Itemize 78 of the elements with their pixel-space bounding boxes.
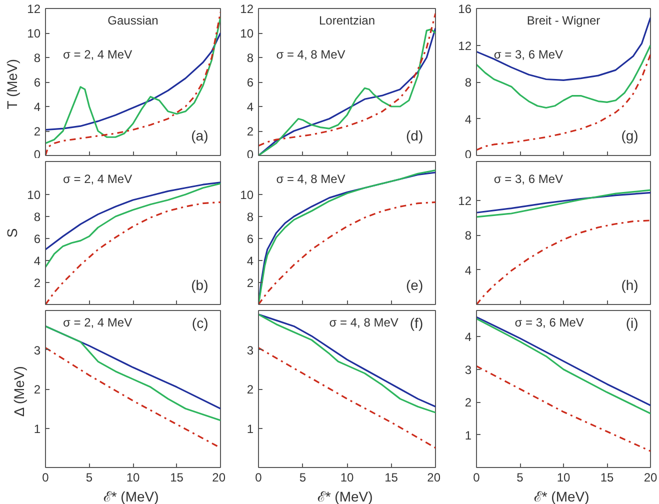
annotation: (g): [621, 128, 638, 144]
y-axis-title: Δ (MeV): [10, 366, 27, 417]
y-tick-label: 1: [246, 422, 254, 436]
chart-title: Gaussian: [108, 14, 158, 28]
y-tick-label: 4: [34, 100, 41, 114]
annotation: σ = 2, 4 MeV: [63, 315, 132, 330]
annotation: (d): [406, 128, 424, 144]
annotation: (e): [406, 277, 424, 294]
y-tick-label: 2: [34, 124, 41, 138]
y-tick-label: 12: [458, 194, 472, 208]
x-tick-label: 20: [644, 470, 658, 484]
y-tick-label: 3: [34, 343, 41, 358]
x-tick-label: 15: [600, 470, 614, 484]
annotation: (b): [191, 277, 208, 294]
y-tick-label: 6: [34, 76, 41, 90]
x-tick-label: 15: [384, 470, 398, 484]
y-tick-label: 10: [240, 188, 254, 202]
y-tick-label: 10: [240, 26, 254, 40]
annotation: (h): [621, 277, 638, 294]
y-axis-title: T (MeV): [4, 58, 20, 110]
annotation: σ = 2, 4 MeV: [63, 172, 132, 186]
y-tick-label: 2: [246, 276, 254, 290]
annotation: (i): [626, 314, 638, 331]
y-tick-label: 4: [464, 263, 472, 278]
y-tick-label: 8: [246, 51, 254, 65]
y-tick-label: 6: [34, 232, 41, 246]
annotation: σ = 3, 6 MeV: [514, 315, 584, 330]
y-tick-label: 12: [458, 38, 472, 53]
y-tick-label: 1: [34, 422, 41, 436]
y-tick-label: 2: [246, 124, 254, 138]
y-tick-label: 3: [464, 362, 472, 377]
y-tick-label: 6: [246, 232, 254, 246]
y-tick-label: 4: [246, 254, 254, 268]
y-tick-label: 2: [246, 382, 254, 396]
annotation: σ = 3, 6 MeV: [494, 172, 564, 186]
y-tick-label: 4: [34, 254, 41, 268]
chart-title: Lorentzian: [318, 14, 376, 28]
x-tick-label: 20: [427, 470, 441, 484]
y-tick-label: 12: [240, 2, 254, 16]
annotation: (f): [410, 314, 424, 331]
annotation: σ = 4, 8 MeV: [276, 47, 346, 62]
y-tick-label: 3: [246, 343, 254, 358]
y-axis-title: S: [4, 228, 20, 238]
x-tick-label: 0: [42, 470, 50, 484]
chart-title: Breit - Wigner: [526, 14, 600, 28]
annotation: σ = 2, 4 MeV: [63, 47, 132, 62]
y-tick-label: 4: [464, 112, 472, 126]
y-tick-label: 8: [34, 210, 41, 224]
x-tick-label: 0: [473, 470, 480, 484]
y-tick-label: 8: [464, 76, 472, 90]
x-tick-label: 5: [516, 470, 524, 484]
x-tick-label: 15: [170, 470, 184, 484]
y-tick-label: 8: [464, 228, 472, 243]
y-tick-label: 10: [27, 188, 41, 202]
annotation: (c): [192, 314, 208, 331]
x-tick-label: 10: [340, 470, 354, 484]
annotation: (a): [191, 128, 208, 144]
y-tick-label: 2: [34, 276, 41, 290]
y-tick-label: 2: [34, 382, 41, 396]
x-tick-label: 5: [299, 470, 306, 484]
x-tick-label: 20: [212, 470, 226, 484]
y-tick-label: 16: [458, 2, 472, 16]
y-tick-label: 4: [464, 330, 472, 344]
x-tick-label: 5: [86, 470, 93, 484]
annotation: σ = 4, 8 MeV: [276, 172, 346, 186]
x-tick-label: 10: [556, 470, 570, 484]
y-tick-label: 10: [27, 26, 41, 40]
y-tick-label: 2: [464, 396, 472, 410]
annotation: σ = 4, 8 MeV: [329, 315, 398, 330]
y-tick-label: 8: [34, 51, 41, 65]
y-tick-label: 6: [246, 76, 254, 90]
x-tick-label: 0: [255, 470, 262, 484]
y-tick-label: 4: [246, 100, 254, 114]
x-tick-label: 10: [126, 470, 140, 484]
y-tick-label: 12: [27, 2, 41, 16]
annotation: σ = 3, 6 MeV: [494, 47, 564, 62]
y-tick-label: 8: [246, 210, 254, 224]
y-tick-label: 1: [464, 428, 472, 442]
